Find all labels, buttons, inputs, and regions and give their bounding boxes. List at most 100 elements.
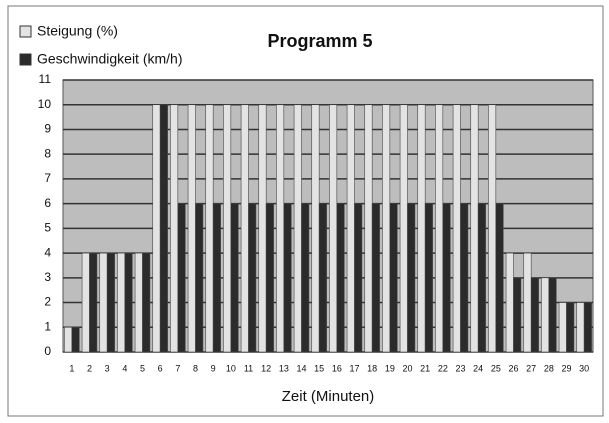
plot-area xyxy=(62,79,594,353)
x-tick-label: 16 xyxy=(332,363,342,373)
legend-label: Geschwindigkeit (km/h) xyxy=(37,51,183,67)
bar xyxy=(318,203,327,353)
bar xyxy=(523,252,532,353)
bar xyxy=(99,252,108,353)
x-tick-label: 11 xyxy=(244,363,253,373)
bar xyxy=(293,104,302,353)
bar xyxy=(371,203,380,353)
bar xyxy=(566,302,575,353)
bar xyxy=(530,277,539,353)
bar xyxy=(583,302,592,353)
bar xyxy=(336,203,345,353)
bar xyxy=(283,203,292,353)
bar xyxy=(541,277,550,353)
bar xyxy=(407,203,416,353)
x-tick-label: 15 xyxy=(314,363,324,373)
x-tick-label: 8 xyxy=(193,363,198,373)
x-tick-label: 20 xyxy=(402,363,412,373)
x-tick-label: 5 xyxy=(140,363,145,373)
bar xyxy=(346,104,355,353)
x-tick-label: 14 xyxy=(296,363,306,373)
x-tick-label: 19 xyxy=(385,363,395,373)
bar xyxy=(71,326,80,353)
bar xyxy=(230,203,239,353)
bar xyxy=(117,252,126,353)
bar xyxy=(152,104,161,353)
bar xyxy=(187,104,196,353)
y-tick-label: 0 xyxy=(44,344,51,358)
bar xyxy=(170,104,179,353)
x-tick-label: 23 xyxy=(455,363,465,373)
x-tick-label: 29 xyxy=(561,363,571,373)
y-tick-label: 1 xyxy=(44,319,51,333)
bar xyxy=(106,252,115,353)
x-tick-label: 18 xyxy=(367,363,377,373)
x-tick-label: 13 xyxy=(279,363,289,373)
y-tick-label: 5 xyxy=(44,221,51,235)
y-tick-label: 6 xyxy=(44,196,51,210)
legend-label: Steigung (%) xyxy=(37,23,118,39)
bar xyxy=(442,203,451,353)
y-tick-label: 9 xyxy=(44,122,51,136)
bar xyxy=(389,203,398,353)
bar xyxy=(435,104,444,353)
bar xyxy=(399,104,408,353)
x-tick-label: 17 xyxy=(349,363,359,373)
x-tick-label: 1 xyxy=(69,363,74,373)
legend-swatch xyxy=(19,53,32,66)
bar xyxy=(505,252,514,353)
bar xyxy=(452,104,461,353)
bar xyxy=(495,203,504,353)
x-tick-label: 10 xyxy=(226,363,236,373)
bar xyxy=(134,252,143,353)
bar xyxy=(64,326,73,353)
x-tick-label: 24 xyxy=(473,363,483,373)
bar xyxy=(460,203,469,353)
bar xyxy=(470,104,479,353)
bar xyxy=(124,252,133,353)
y-tick-label: 4 xyxy=(44,245,51,259)
bar xyxy=(301,203,310,353)
x-tick-label: 12 xyxy=(261,363,271,373)
y-tick-label: 11 xyxy=(39,72,52,86)
y-tick-label: 7 xyxy=(44,171,51,185)
bar xyxy=(311,104,320,353)
x-tick-label: 21 xyxy=(420,363,430,373)
bar xyxy=(142,252,151,353)
bar xyxy=(558,302,567,353)
y-tick-label: 8 xyxy=(44,146,51,160)
bar xyxy=(354,203,363,353)
bar xyxy=(89,252,98,353)
bar xyxy=(223,104,232,353)
x-tick-label: 27 xyxy=(526,363,536,373)
x-tick-label: 2 xyxy=(87,363,92,373)
bar xyxy=(364,104,373,353)
bar xyxy=(576,302,585,353)
x-tick-label: 25 xyxy=(491,363,501,373)
bar xyxy=(177,203,186,353)
bar xyxy=(417,104,426,353)
bar xyxy=(424,203,433,353)
x-tick-label: 3 xyxy=(105,363,110,373)
x-tick-label: 22 xyxy=(438,363,448,373)
y-tick-label: 2 xyxy=(44,295,51,309)
x-tick-label: 30 xyxy=(579,363,589,373)
x-tick-label: 9 xyxy=(211,363,216,373)
bar xyxy=(513,277,522,353)
bar xyxy=(195,203,204,353)
bar xyxy=(258,104,267,353)
bar xyxy=(240,104,249,353)
legend-swatch xyxy=(19,25,32,38)
bar xyxy=(212,203,221,353)
y-tick-label: 10 xyxy=(38,97,52,111)
bar xyxy=(488,104,497,353)
x-tick-label: 26 xyxy=(508,363,518,373)
x-axis-title: Zeit (Minuten) xyxy=(282,388,375,405)
bar xyxy=(382,104,391,353)
bar xyxy=(477,203,486,353)
bar xyxy=(81,252,90,353)
bar xyxy=(159,104,168,353)
bar xyxy=(276,104,285,353)
